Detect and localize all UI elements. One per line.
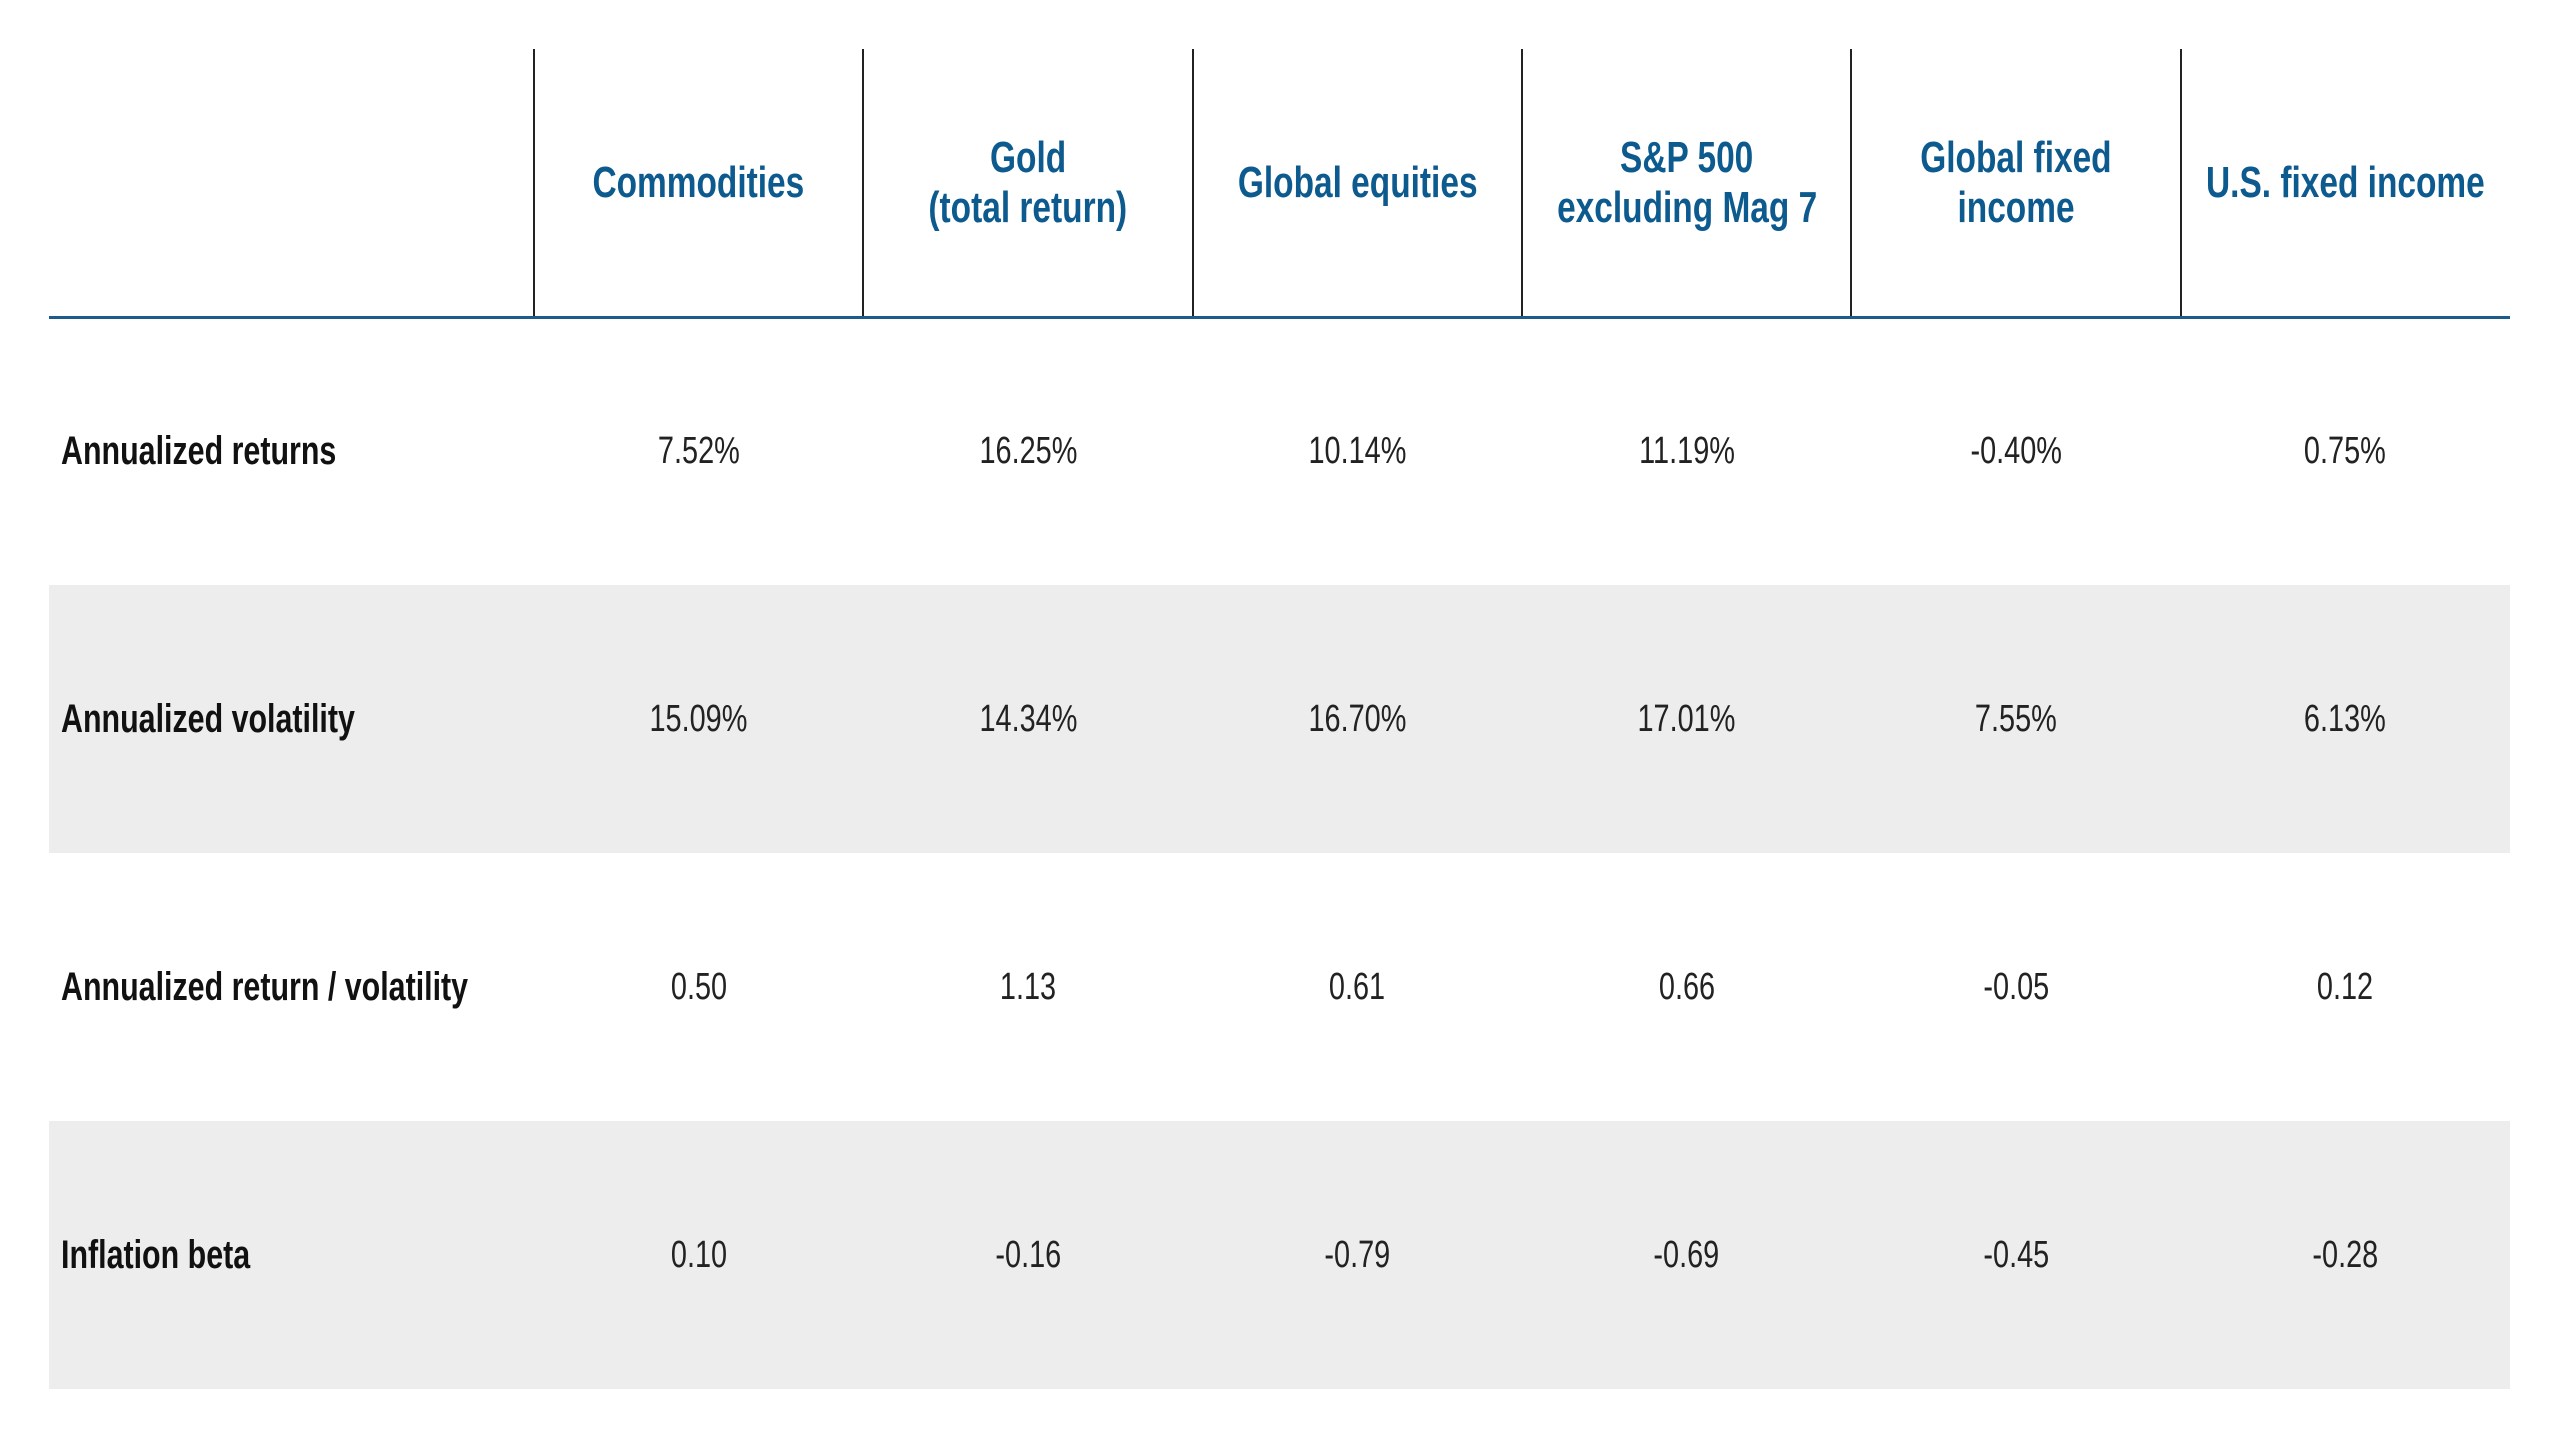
row-label-text: Annualized return / volatility: [61, 964, 469, 1009]
column-divider: [2179, 49, 2182, 317]
cell-value: 0.75%: [2304, 429, 2387, 472]
row-band: [49, 1121, 2510, 1389]
column-divider: [862, 49, 865, 317]
cell-value: 0.66: [1658, 965, 1715, 1008]
table-cell: 16.25%: [863, 317, 1192, 585]
cell-value: 11.19%: [1638, 429, 1735, 472]
row-label: Annualized returns: [49, 317, 546, 585]
column-divider: [1191, 49, 1194, 317]
cell-value: 16.70%: [1308, 697, 1407, 740]
cell-value: 0.12: [2317, 965, 2374, 1008]
row-label: Annualized volatility: [49, 585, 546, 853]
cell-value: 7.55%: [1975, 697, 2057, 740]
table-cell: 0.75%: [2181, 317, 2510, 585]
table-cell: 14.34%: [863, 585, 1192, 853]
table-cell: 1.13: [863, 853, 1192, 1121]
cell-value: -0.69: [1653, 1233, 1720, 1276]
table-cell: 0.12: [2181, 853, 2510, 1121]
row-label-text: Annualized returns: [61, 428, 337, 473]
header-line: U.S. fixed income: [2205, 158, 2485, 207]
table-cell: 10.14%: [1193, 317, 1522, 585]
table-cell: -0.16: [863, 1121, 1192, 1389]
table-cell: 16.70%: [1193, 585, 1522, 853]
cell-value: 10.14%: [1308, 429, 1407, 472]
row-label: Annualized return / volatility: [49, 853, 546, 1121]
table-cell: -0.40%: [1851, 317, 2180, 585]
header-line: Global fixed: [1920, 133, 2112, 182]
header-line: (total return): [928, 183, 1128, 232]
cell-value: -0.79: [1324, 1233, 1391, 1276]
column-divider: [1521, 49, 1523, 317]
cell-value: -0.45: [1983, 1233, 2049, 1276]
table-cell: -0.28: [2181, 1121, 2510, 1389]
table-cell: 6.13%: [2181, 585, 2510, 853]
cell-value: -0.28: [2312, 1233, 2379, 1276]
table-cell: -0.45: [1851, 1121, 2180, 1389]
table-cell: 0.50: [534, 853, 863, 1121]
column-header: S&P 500 excluding Mag 7: [1522, 49, 1851, 317]
column-header: Commodities: [534, 49, 863, 317]
column-header: Global fixed income: [1851, 49, 2180, 317]
row-label: Inflation beta: [49, 1121, 546, 1389]
cell-value: -0.40%: [1970, 429, 2062, 472]
table-cell: 11.19%: [1522, 317, 1851, 585]
table-cell: 0.66: [1522, 853, 1851, 1121]
header-rule: [49, 316, 2510, 319]
header-line: Commodities: [592, 158, 805, 207]
table-cell: -0.79: [1193, 1121, 1522, 1389]
row-band: [49, 585, 2510, 853]
cell-value: 14.34%: [979, 697, 1077, 740]
column-header: U.S. fixed income: [2181, 49, 2510, 317]
column-divider: [1850, 49, 1853, 317]
cell-value: 17.01%: [1637, 697, 1736, 740]
cell-value: 16.25%: [979, 429, 1077, 472]
table-cell: -0.05: [1851, 853, 2180, 1121]
header-line: Gold: [989, 133, 1067, 182]
cell-value: 7.52%: [657, 429, 740, 472]
cell-value: 0.10: [670, 1233, 727, 1276]
header-line: Global equities: [1237, 158, 1478, 207]
column-divider: [533, 49, 535, 317]
row-label-text: Annualized volatility: [61, 696, 355, 741]
cell-value: 1.13: [999, 965, 1057, 1008]
table-cell: 0.61: [1193, 853, 1522, 1121]
header-line: income: [1957, 183, 2075, 232]
column-header: Gold (total return): [863, 49, 1192, 317]
table-cell: 7.52%: [534, 317, 863, 585]
column-header: Global equities: [1193, 49, 1522, 317]
cell-value: 6.13%: [2304, 697, 2387, 740]
row-label-text: Inflation beta: [61, 1232, 251, 1277]
table-cell: -0.69: [1522, 1121, 1851, 1389]
table-cell: 17.01%: [1522, 585, 1851, 853]
cell-value: 0.50: [670, 965, 727, 1008]
table-cell: 15.09%: [534, 585, 863, 853]
header-line: S&P 500: [1620, 133, 1754, 182]
table-cell: 0.10: [534, 1121, 863, 1389]
table-cell: 7.55%: [1851, 585, 2180, 853]
cell-value: 0.61: [1329, 965, 1386, 1008]
cell-value: -0.16: [995, 1233, 1061, 1276]
cell-value: -0.05: [1983, 965, 2049, 1008]
cell-value: 15.09%: [649, 697, 748, 740]
header-line: excluding Mag 7: [1556, 183, 1817, 232]
